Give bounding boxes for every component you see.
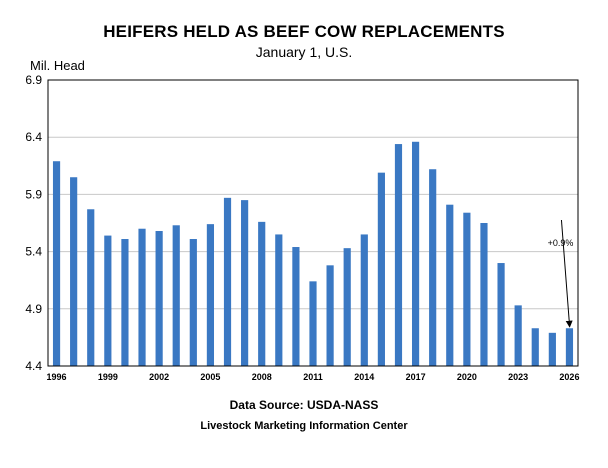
- x-tick-labels: 1996 1999 2002 2005 2008 2011 2014 2017 2020 2023…: [47, 372, 580, 382]
- x-tick-label: 2011: [303, 372, 323, 382]
- x-tick-label: 2008: [252, 372, 272, 382]
- x-tick-label: 2005: [200, 372, 220, 382]
- bar-1998: [87, 209, 95, 366]
- bar-2014: [360, 234, 368, 366]
- bar-1999: [104, 235, 112, 366]
- bar-2026: [565, 328, 574, 366]
- bar-2011: [309, 281, 317, 366]
- y-tick-label: 5.4: [25, 245, 42, 259]
- bar-2016: [394, 144, 403, 366]
- y-axis-label: Mil. Head: [30, 58, 85, 73]
- bar-2009: [275, 234, 283, 366]
- bars: [52, 141, 574, 366]
- x-tick-label: 2017: [406, 372, 426, 382]
- bar-2017: [411, 141, 420, 366]
- y-tick-label: 6.9: [25, 73, 42, 87]
- bar-2005: [206, 224, 215, 366]
- annotation: +0.9%: [548, 219, 574, 328]
- bar-2025: [548, 332, 556, 366]
- annotation-arrow: [560, 219, 573, 328]
- y-tick-label: 6.4: [25, 130, 42, 144]
- bar-2022: [497, 263, 505, 366]
- bar-1996: [52, 161, 61, 366]
- chart-subtitle: January 1, U.S.: [255, 44, 353, 60]
- bar-2020: [463, 212, 471, 366]
- x-tick-label: 2014: [354, 372, 374, 382]
- bar-2003: [172, 225, 180, 366]
- x-tick-label: 2026: [559, 372, 579, 382]
- y-tick-label: 4.9: [25, 302, 42, 316]
- bar-2012: [326, 265, 334, 366]
- bar-2023: [514, 305, 522, 366]
- x-tick-label: 2020: [457, 372, 477, 382]
- bar-1997: [70, 177, 78, 366]
- credit-line: Livestock Marketing Information Center: [200, 420, 408, 432]
- y-tick-label: 5.9: [25, 187, 42, 201]
- bar-2015: [377, 172, 385, 366]
- y-tick-label: 4.4: [25, 359, 42, 373]
- bar-2018: [429, 169, 437, 366]
- y-tick-labels: 6.9 6.4 5.9 5.4 4.9 4.4: [25, 73, 42, 373]
- plot-area-frame: [47, 79, 579, 367]
- bar-2021: [480, 223, 488, 366]
- bar-2001: [138, 228, 146, 366]
- bar-2024: [531, 328, 539, 366]
- x-tick-label: 1999: [98, 372, 118, 382]
- bar-2013: [343, 248, 351, 366]
- bar-2000: [121, 239, 129, 366]
- bar-2008: [258, 221, 266, 366]
- x-tick-label: 1996: [47, 372, 67, 382]
- bar-2006: [223, 197, 232, 366]
- bar-2004: [189, 239, 197, 366]
- x-tick-label: 2023: [508, 372, 528, 382]
- bar-2010: [292, 247, 300, 366]
- bar-2007: [241, 200, 249, 366]
- bar-2019: [446, 204, 454, 366]
- bar-2002: [155, 231, 163, 366]
- chart-title: HEIFERS HELD AS BEEF COW REPLACEMENTS: [103, 22, 505, 41]
- annotation-label: +0.9%: [548, 238, 574, 248]
- x-tick-label: 2002: [149, 372, 169, 382]
- data-source: Data Source: USDA-NASS: [229, 398, 379, 412]
